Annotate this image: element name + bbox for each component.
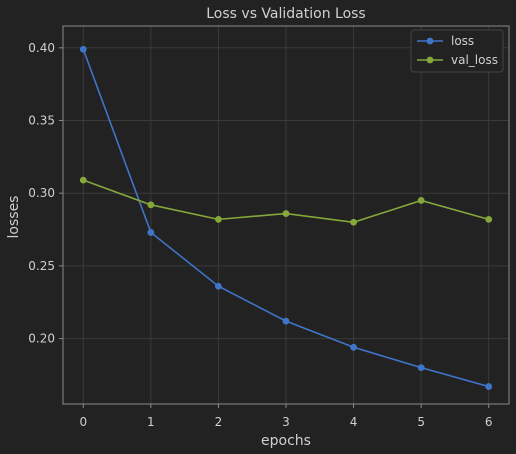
legend-swatch-marker	[427, 38, 434, 45]
legend-label: val_loss	[451, 53, 498, 67]
data-point-val_loss	[350, 219, 357, 226]
chart-title: Loss vs Validation Loss	[206, 6, 365, 22]
legend-label: loss	[451, 34, 474, 48]
legend: loss val_loss	[411, 30, 503, 72]
y-tick-label: 0.40	[28, 41, 55, 55]
data-point-loss	[283, 318, 290, 325]
x-tick-label: 3	[282, 415, 290, 429]
data-point-val_loss	[147, 201, 154, 208]
data-point-val_loss	[283, 210, 290, 217]
data-point-loss	[485, 383, 492, 390]
data-point-val_loss	[215, 216, 222, 223]
data-point-val_loss	[80, 177, 87, 184]
x-tick-label: 0	[79, 415, 87, 429]
x-axis-label: epochs	[261, 433, 311, 449]
legend-swatch-marker	[427, 57, 434, 64]
y-tick-label: 0.20	[28, 332, 55, 346]
y-tick-label: 0.25	[28, 259, 55, 273]
data-point-loss	[350, 344, 357, 351]
data-point-val_loss	[418, 197, 425, 204]
y-tick-label: 0.35	[28, 114, 55, 128]
x-tick-label: 5	[417, 415, 425, 429]
x-tick-label: 1	[147, 415, 155, 429]
data-point-loss	[215, 283, 222, 290]
data-point-loss	[418, 364, 425, 371]
data-point-loss	[147, 229, 154, 236]
data-point-loss	[80, 46, 87, 53]
x-tick-label: 6	[485, 415, 493, 429]
x-tick-label: 4	[350, 415, 358, 429]
y-axis-label: losses	[6, 196, 22, 239]
x-tick-label: 2	[215, 415, 223, 429]
data-point-val_loss	[485, 216, 492, 223]
y-tick-label: 0.30	[28, 186, 55, 200]
